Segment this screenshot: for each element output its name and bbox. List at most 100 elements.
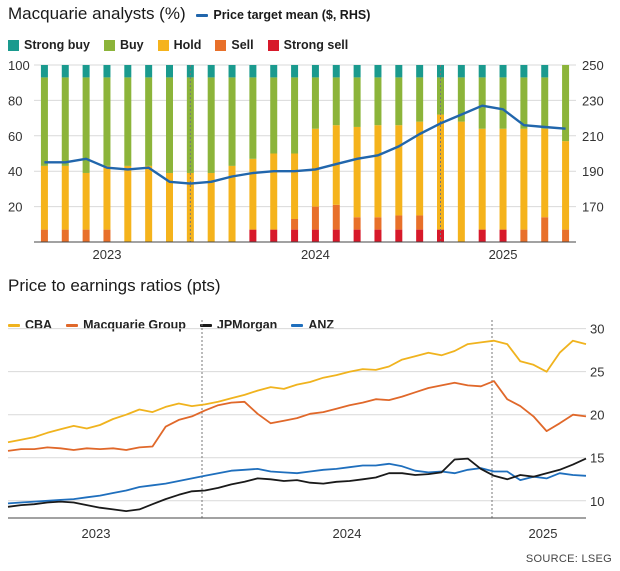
bar-segment-hold — [249, 158, 257, 230]
bar-segment-sell — [395, 215, 403, 230]
series-line-anz — [7, 462, 587, 505]
legend-sell: Sell — [215, 38, 254, 52]
bar-segment-strong-buy — [311, 65, 319, 78]
legend-strong-buy-swatch — [8, 39, 19, 51]
bar-segment-buy — [395, 77, 403, 126]
price-target-line — [44, 104, 566, 185]
bar-segment-hold — [457, 121, 465, 242]
bar-segment-strong-buy — [207, 65, 215, 78]
bar-segment-hold — [61, 165, 69, 230]
chart1-legend: Strong buy Buy Hold Sell Strong sell — [8, 38, 362, 52]
bar-segment-strong-buy — [416, 65, 424, 78]
y-left-tick-label: 20 — [8, 200, 22, 215]
bar-segment-strong-buy — [40, 65, 48, 78]
bar-segment-strong-buy — [291, 65, 299, 78]
bar-segment-strong-buy — [103, 65, 111, 78]
y-tick-label: 30 — [590, 322, 604, 337]
bar-segment-strong-buy — [353, 65, 361, 78]
bar-segment-hold — [228, 165, 236, 242]
bar-segment-buy — [166, 77, 173, 173]
series-line-jpmorgan — [7, 457, 587, 513]
bar-segment-buy — [145, 77, 153, 166]
bar-segment-buy — [457, 77, 465, 122]
bar-segment-buy — [124, 77, 132, 166]
x-tick-label: 2023 — [93, 247, 122, 262]
legend-strong-sell-swatch — [267, 39, 279, 51]
chart1-title: Macquarie analysts (%) Price target mean… — [8, 4, 370, 24]
price-target-legend: Price target mean ($, RHS) — [196, 8, 370, 22]
bar-segment-hold — [520, 128, 528, 230]
bar-segment-strong-buy — [478, 65, 486, 78]
bar-segment-sell — [291, 218, 299, 230]
bar-segment-strong-buy — [499, 65, 507, 78]
bar-segment-hold — [145, 165, 153, 242]
bar-segment-strong-buy — [166, 65, 173, 78]
legend-hold: Hold — [157, 38, 202, 52]
bar-segment-strong-buy — [124, 65, 132, 78]
bar-segment-hold — [562, 141, 570, 230]
price-target-legend-label: Price target mean ($, RHS) — [213, 7, 371, 22]
bar-segment-strong-buy — [270, 65, 278, 78]
bar-segment-hold — [166, 172, 173, 242]
bar-segment-strong-buy — [457, 65, 465, 78]
legend-strong-buy: Strong buy — [8, 38, 90, 52]
y-left-tick-label: 80 — [8, 93, 22, 108]
y-right-tick-label: 170 — [582, 200, 604, 215]
legend-buy-label: Buy — [119, 38, 144, 52]
legend-cba-swatch — [8, 323, 20, 327]
y-tick-label: 25 — [590, 365, 604, 380]
y-right-tick-label: 210 — [582, 129, 604, 144]
bar-segment-buy — [207, 77, 215, 173]
bar-segment-strong-buy — [145, 65, 153, 78]
bar-segment-strong-buy — [228, 65, 236, 78]
series-line-macquarie-group — [7, 380, 587, 452]
bar-segment-strong-sell — [249, 229, 257, 242]
y-right-tick-label: 230 — [582, 93, 604, 108]
bar-segment-strong-sell — [332, 229, 340, 242]
bar-segment-hold — [40, 165, 48, 230]
bar-segment-hold — [437, 114, 444, 230]
y-right-tick-label: 250 — [582, 58, 604, 73]
bar-segment-buy — [311, 77, 319, 129]
bar-segment-strong-buy — [520, 65, 528, 78]
bar-segment-strong-sell — [437, 229, 444, 242]
bar-segment-hold — [207, 172, 215, 242]
x-tick-label: 2024 — [301, 247, 330, 262]
bar-segment-hold — [311, 128, 319, 207]
legend-buy-swatch — [103, 39, 115, 51]
legend-strong-sell-label: Strong sell — [283, 38, 349, 52]
bar-segment-buy — [61, 77, 69, 166]
bar-segment-buy — [249, 77, 257, 159]
y-tick-label: 20 — [590, 408, 604, 423]
legend-buy: Buy — [103, 38, 144, 52]
legend-hold-label: Hold — [173, 38, 202, 52]
legend-sell-label: Sell — [231, 38, 254, 52]
bar-segment-buy — [270, 77, 278, 154]
bar-segment-strong-sell — [353, 229, 361, 242]
bar-segment-hold — [270, 153, 278, 230]
bar-segment-strong-sell — [416, 229, 424, 242]
x-tick-label: 2025 — [529, 526, 558, 541]
bar-segment-strong-buy — [374, 65, 382, 78]
bar-segment-strong-buy — [186, 65, 194, 78]
analyst-bar-chart: 20 40 60 80 100 170 190 210 230 250 2023 2024 2025 — [8, 58, 604, 262]
source-note: SOURCE: LSEG — [525, 553, 612, 565]
bar-segment-buy — [82, 77, 90, 173]
bar-segment-hold — [353, 126, 361, 218]
bar-segment-strong-buy — [395, 65, 403, 78]
bar-segment-hold — [416, 121, 424, 216]
bar-segment-hold — [82, 172, 90, 230]
bar-segment-hold — [186, 172, 194, 242]
legend-jpmorgan-swatch — [199, 323, 212, 327]
bar-segment-strong-buy — [541, 65, 549, 78]
bar-segment-buy — [103, 77, 111, 166]
bar-segment-strong-buy — [61, 65, 69, 78]
bar-segment-hold — [374, 125, 382, 218]
bar-segment-buy — [40, 77, 48, 166]
legend-macquarie-swatch — [66, 323, 79, 327]
y-right-tick-label: 190 — [582, 164, 604, 179]
bar-segment-sell — [520, 229, 528, 242]
y-left-tick-label: 40 — [8, 164, 22, 179]
bar-segment-strong-sell — [499, 229, 507, 242]
